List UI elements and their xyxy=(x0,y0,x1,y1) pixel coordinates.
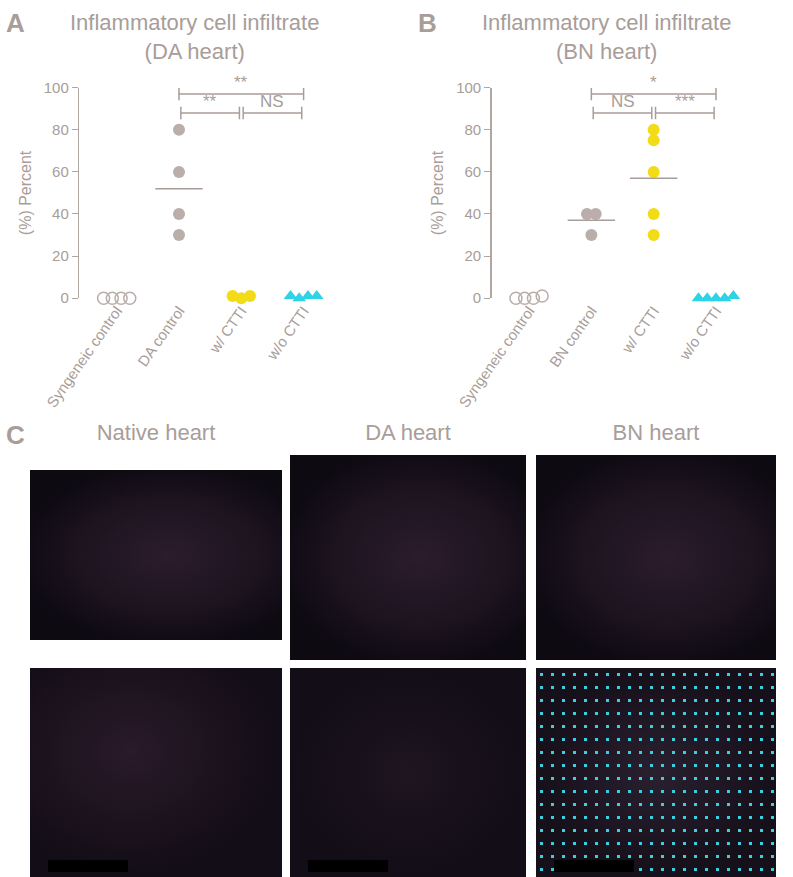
svg-text:20: 20 xyxy=(52,247,69,264)
svg-text:40: 40 xyxy=(52,205,69,222)
html-text:C: C xyxy=(6,420,25,450)
svg-text:60: 60 xyxy=(52,163,69,180)
svg-text:w/ CTTI: w/ CTTI xyxy=(618,303,663,357)
svg-text:(%) Percent: (%) Percent xyxy=(17,150,34,235)
svg-text:Inflammatory cell infiltrate(B: Inflammatory cell infiltrate(BN heart) xyxy=(482,10,731,64)
html-text:BN heart: BN heart xyxy=(612,420,700,445)
svg-text:NS: NS xyxy=(611,92,635,111)
svg-text:Syngeneic control: Syngeneic control xyxy=(43,303,125,410)
html-text:Native heart: Native heart xyxy=(96,420,216,445)
svg-text:20: 20 xyxy=(464,247,481,264)
svg-text:0: 0 xyxy=(473,289,481,306)
svg-text:100: 100 xyxy=(456,79,481,96)
svg-text:0: 0 xyxy=(60,289,68,306)
svg-text:w/o CTTI: w/o CTTI xyxy=(675,303,724,363)
svg-text:DA control: DA control xyxy=(134,303,188,369)
svg-text:BN control: BN control xyxy=(546,303,600,370)
html-text:DA heart: DA heart xyxy=(365,420,451,445)
svg-text:Inflammatory cell infiltrate(D: Inflammatory cell infiltrate(DA heart) xyxy=(70,10,319,64)
svg-text:**: ** xyxy=(203,92,217,111)
svg-text:(%) Percent: (%) Percent xyxy=(429,150,446,235)
svg-text:80: 80 xyxy=(52,121,69,138)
svg-text:**: ** xyxy=(234,73,248,92)
svg-text:80: 80 xyxy=(464,121,481,138)
svg-text:B: B xyxy=(418,8,437,38)
svg-text:100: 100 xyxy=(44,79,69,96)
svg-text:*: * xyxy=(650,73,657,92)
svg-text:w/o CTTI: w/o CTTI xyxy=(263,303,312,363)
svg-text:***: *** xyxy=(675,92,695,111)
svg-text:40: 40 xyxy=(464,205,481,222)
svg-text:w/ CTTI: w/ CTTI xyxy=(205,303,250,357)
svg-text:Syngeneic control: Syngeneic control xyxy=(455,303,537,410)
svg-text:60: 60 xyxy=(464,163,481,180)
svg-text:NS: NS xyxy=(260,92,284,111)
svg-text:A: A xyxy=(6,8,25,38)
